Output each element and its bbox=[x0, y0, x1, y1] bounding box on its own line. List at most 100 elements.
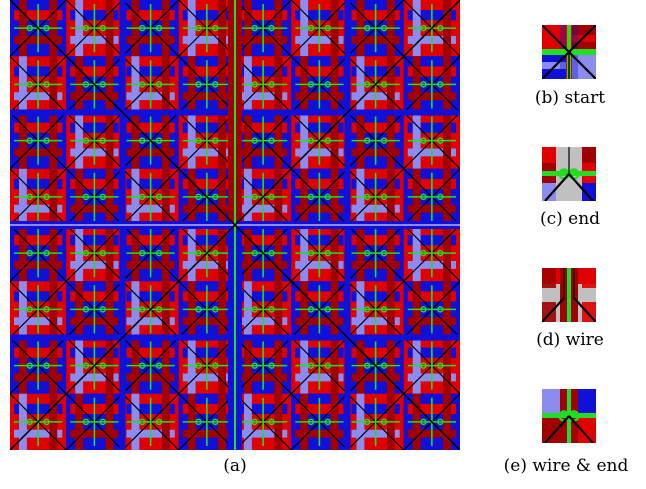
green-loop bbox=[307, 362, 315, 369]
green-loop bbox=[251, 193, 258, 201]
green-loop bbox=[43, 362, 50, 369]
green-loop bbox=[420, 81, 427, 88]
green-loop bbox=[324, 249, 332, 257]
green-loop bbox=[324, 362, 332, 369]
green-loop bbox=[268, 81, 275, 88]
green-loop bbox=[43, 249, 50, 257]
green-loop bbox=[138, 193, 146, 201]
green-loop bbox=[420, 306, 427, 313]
green-loop bbox=[82, 306, 90, 313]
wire-and-end-tile bbox=[542, 389, 596, 443]
green-loop bbox=[363, 249, 371, 257]
green-loop bbox=[307, 24, 315, 32]
green-loop bbox=[26, 249, 33, 257]
green-loop bbox=[99, 362, 107, 369]
green-loop bbox=[43, 81, 50, 88]
green-loop bbox=[268, 249, 275, 257]
green-loop bbox=[99, 81, 107, 88]
green-loop bbox=[155, 137, 163, 144]
green-loop bbox=[324, 81, 332, 88]
green-loop bbox=[307, 249, 315, 257]
green-loop bbox=[363, 362, 371, 369]
green-loop bbox=[437, 306, 444, 313]
green-loop bbox=[138, 362, 146, 369]
green-loop bbox=[307, 81, 315, 88]
green-loop bbox=[26, 306, 33, 313]
green-loop bbox=[251, 81, 258, 88]
green-loop bbox=[251, 137, 258, 144]
green-loop bbox=[138, 418, 146, 426]
green-loop bbox=[212, 362, 219, 369]
green-loop bbox=[195, 81, 202, 88]
green-loop bbox=[99, 418, 107, 426]
green-loop bbox=[420, 362, 427, 369]
green-loop bbox=[380, 81, 388, 88]
green-loop bbox=[363, 137, 371, 144]
green-loop bbox=[43, 418, 50, 426]
green-loop bbox=[307, 193, 315, 201]
green-loop bbox=[380, 306, 388, 313]
green-loop bbox=[212, 81, 219, 88]
green-loop bbox=[380, 24, 388, 32]
green-loop bbox=[437, 24, 444, 32]
green-loop bbox=[251, 362, 258, 369]
green-loop bbox=[26, 81, 33, 88]
green-loop bbox=[212, 249, 219, 257]
caption-e: (e) wire & end bbox=[503, 456, 629, 476]
green-loop bbox=[195, 137, 202, 144]
start-tile bbox=[542, 25, 596, 79]
end-tile bbox=[542, 147, 596, 201]
green-loop bbox=[155, 362, 163, 369]
green-loop bbox=[324, 24, 332, 32]
green-loop bbox=[99, 137, 107, 144]
green-loop bbox=[155, 24, 163, 32]
green-loop bbox=[420, 418, 427, 426]
green-loop bbox=[195, 306, 202, 313]
green-loop bbox=[43, 24, 50, 32]
green-loop bbox=[307, 306, 315, 313]
green-loop bbox=[82, 362, 90, 369]
green-loop bbox=[99, 249, 107, 257]
green-loop bbox=[437, 193, 444, 201]
green-loop bbox=[251, 249, 258, 257]
green-loop bbox=[43, 193, 50, 201]
green-loop bbox=[212, 193, 219, 201]
green-loop bbox=[268, 306, 275, 313]
green-loop bbox=[363, 306, 371, 313]
green-loop bbox=[138, 249, 146, 257]
green-loop bbox=[437, 362, 444, 369]
green-loop bbox=[268, 24, 275, 32]
green-loop bbox=[43, 137, 50, 144]
green-loop bbox=[26, 362, 33, 369]
green-loop bbox=[99, 24, 107, 32]
green-loop bbox=[82, 137, 90, 144]
green-loop bbox=[380, 137, 388, 144]
green-loop bbox=[195, 193, 202, 201]
green-loop bbox=[99, 306, 107, 313]
green-loop bbox=[138, 81, 146, 88]
green-loop bbox=[82, 24, 90, 32]
wire-tile bbox=[542, 268, 596, 322]
green-loop bbox=[380, 362, 388, 369]
green-loop bbox=[26, 193, 33, 201]
caption-a: (a) bbox=[223, 456, 247, 476]
green-loop bbox=[324, 306, 332, 313]
green-loop bbox=[437, 418, 444, 426]
green-loop bbox=[251, 418, 258, 426]
green-loop bbox=[82, 418, 90, 426]
green-loop bbox=[155, 306, 163, 313]
green-loop bbox=[437, 249, 444, 257]
green-loop bbox=[251, 306, 258, 313]
green-loop bbox=[437, 137, 444, 144]
green-loop bbox=[155, 81, 163, 88]
green-loop bbox=[380, 193, 388, 201]
green-loop bbox=[43, 306, 50, 313]
green-loop bbox=[82, 249, 90, 257]
green-loop bbox=[212, 24, 219, 32]
green-loop bbox=[324, 193, 332, 201]
green-loop bbox=[307, 137, 315, 144]
caption-c: (c) end bbox=[539, 209, 601, 229]
caption-b: (b) start bbox=[534, 88, 606, 108]
green-loop bbox=[420, 24, 427, 32]
green-loop bbox=[26, 418, 33, 426]
